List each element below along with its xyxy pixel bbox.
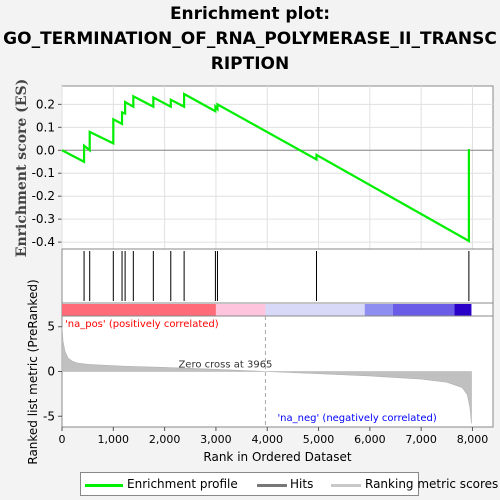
legend-swatch-enrichment (85, 484, 123, 487)
ranked-area (61, 326, 472, 424)
ranked-ytick-label: 5 (47, 320, 55, 334)
es-ytick-label: 0.1 (36, 120, 55, 134)
es-ytick-label: -0.3 (32, 212, 55, 226)
es-ytick-label: 0.2 (36, 97, 55, 111)
es-curve (61, 92, 470, 243)
xtick-label: 3,000 (200, 433, 232, 446)
rank-color-segment (364, 304, 393, 316)
chart-title-line-1: Enrichment plot: (169, 4, 331, 24)
xtick-label: 2,000 (149, 433, 181, 446)
chart-title-line-2: GO_TERMINATION_OF_RNA_POLYMERASE_II_TRAN… (3, 29, 497, 49)
xtick-label: 4,000 (251, 433, 283, 446)
pos-correlated-label: 'na_pos' (positively correlated) (65, 319, 219, 330)
ranked-ytick-label: -5 (43, 409, 55, 423)
xtick-label: 5,000 (303, 433, 335, 446)
es-ytick-label: -0.2 (32, 189, 55, 203)
legend-swatch-ranking (331, 484, 361, 487)
ranked-ytick-label: 0 (47, 365, 55, 379)
es-ytick-label: -0.4 (32, 235, 55, 249)
chart-title-line-3: RIPTION (210, 54, 290, 74)
neg-correlated-label: 'na_neg' (negatively correlated) (277, 413, 436, 424)
zero-cross-label: Zero cross at 3965 (178, 360, 272, 371)
rank-color-segment (265, 304, 365, 316)
es-ytick-label: 0.0 (36, 143, 55, 157)
ranked-ylabel: Ranked list metric (PreRanked) (26, 279, 40, 464)
legend-label-enrichment: Enrichment profile (127, 477, 238, 491)
xtick-label: 0 (59, 433, 66, 446)
es-ytick-label: -0.1 (32, 166, 55, 180)
es-ylabel: Enrichment score (ES) (14, 79, 30, 257)
xtick-label: 1,000 (98, 433, 130, 446)
es-panel (61, 85, 494, 250)
rank-color-segment (454, 304, 472, 316)
xtick-label: 6,000 (354, 433, 386, 446)
legend-label-hits: Hits (290, 477, 314, 491)
hits-panel (61, 248, 494, 304)
enrichment-chart: -0.4 -0.3 -0.2 -0.1 0.0 0.1 0.2 Enrichment scor… (14, 79, 494, 465)
xlabel: Rank in Ordered Dataset (203, 450, 351, 464)
rank-color-segment (62, 304, 216, 316)
rank-color-segment (215, 304, 266, 316)
legend-label-ranking: Ranking metric scores (365, 477, 499, 491)
rank-color-segment (392, 304, 455, 316)
legend-swatch-hits (257, 484, 287, 487)
legend: Enrichment profile Hits Ranking metric s… (80, 472, 498, 496)
xtick-label: 7,000 (405, 433, 437, 446)
xtick-label: 8,000 (457, 433, 489, 446)
